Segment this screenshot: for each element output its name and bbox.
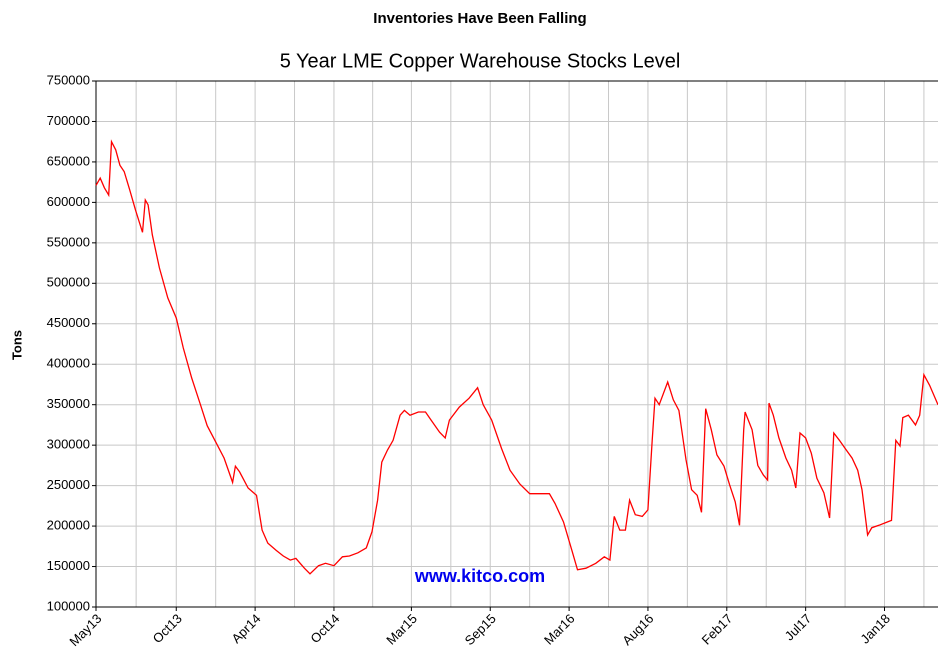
y-tick-label: 400000: [47, 356, 90, 371]
x-tick-label: Oct13: [150, 611, 185, 646]
y-tick-label: 750000: [47, 72, 90, 87]
watermark: www.kitco.com: [414, 566, 545, 586]
y-tick-label: 500000: [47, 275, 90, 290]
x-tick-label: Oct14: [307, 611, 342, 646]
y-tick-label: 100000: [47, 598, 90, 613]
y-tick-label: 600000: [47, 194, 90, 209]
y-tick-label: 700000: [47, 113, 90, 128]
x-tick-label: May13: [66, 611, 104, 649]
y-tick-label: 650000: [47, 153, 90, 168]
x-tick-label: Sep15: [462, 611, 499, 648]
y-tick-label: 200000: [47, 518, 90, 533]
y-tick-label: 300000: [47, 437, 90, 452]
data-line: [95, 139, 938, 575]
x-tick-label: Mar15: [383, 611, 420, 648]
x-tick-label: Aug16: [619, 611, 656, 648]
y-axis-label: Tons: [9, 330, 24, 360]
y-tick-label: 150000: [47, 558, 90, 573]
chart-subtitle: 5 Year LME Copper Warehouse Stocks Level: [280, 50, 681, 72]
x-tick-label: Feb17: [699, 611, 736, 648]
y-tick-label: 550000: [47, 234, 90, 249]
y-tick-label: 450000: [47, 315, 90, 330]
y-tick-label: 350000: [47, 396, 90, 411]
chart-title: Inventories Have Been Falling: [373, 10, 586, 27]
x-tick-label: Jul17: [782, 611, 815, 644]
x-tick-label: Apr14: [229, 611, 264, 646]
y-tick-label: 250000: [47, 477, 90, 492]
x-tick-label: Jan18: [857, 611, 893, 647]
x-tick-label: Mar16: [541, 611, 578, 648]
